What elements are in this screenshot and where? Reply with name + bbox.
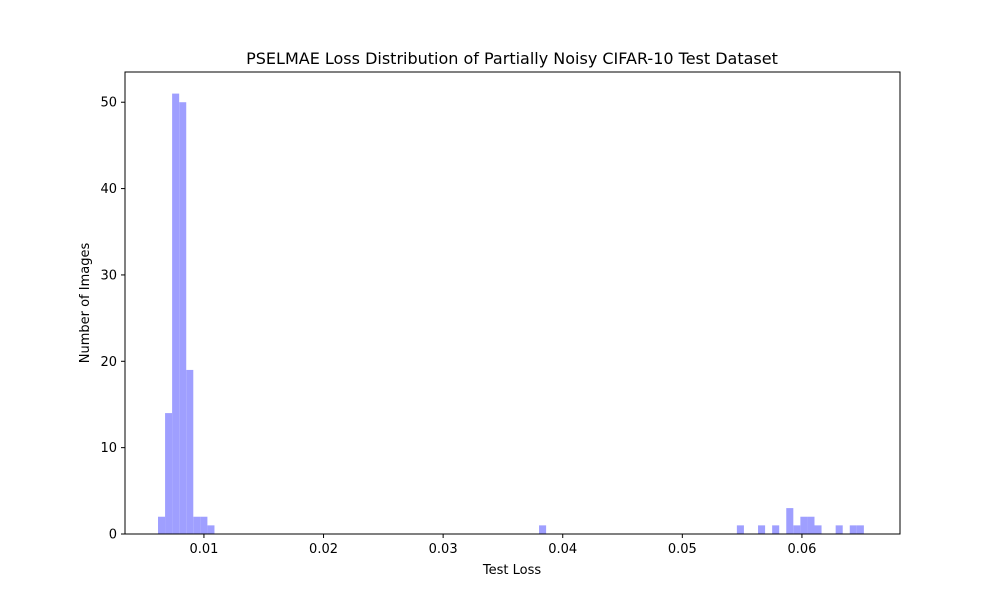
x-tick-label: 0.05 bbox=[668, 542, 697, 557]
x-axis-ticks: 0.01 0.02 0.03 0.04 0.05 0.06 bbox=[189, 534, 816, 557]
histogram-bar-1 bbox=[165, 413, 173, 534]
x-tick-label: 0.02 bbox=[309, 542, 338, 557]
histogram-bar-14 bbox=[800, 516, 808, 534]
histogram-bar-6 bbox=[200, 516, 208, 534]
x-tick-label: 0.04 bbox=[548, 542, 577, 557]
histogram-bar-3 bbox=[179, 102, 187, 534]
histogram-bar-7 bbox=[207, 525, 215, 534]
x-tick-label: 0.03 bbox=[429, 542, 458, 557]
histogram-bar-2 bbox=[172, 93, 180, 534]
x-axis-label: Test Loss bbox=[482, 563, 541, 578]
histogram-bar-19 bbox=[856, 525, 864, 534]
y-axis-ticks: 0 10 20 30 40 50 bbox=[100, 96, 125, 543]
histogram-bar-4 bbox=[186, 369, 194, 534]
histogram-bar-15 bbox=[807, 516, 815, 534]
x-tick-label: 0.01 bbox=[189, 542, 218, 557]
histogram-bar-17 bbox=[835, 525, 843, 534]
histogram-bar-8 bbox=[539, 525, 547, 534]
histogram-bar-10 bbox=[758, 525, 766, 534]
histogram-bar-18 bbox=[849, 525, 857, 534]
histogram-bar-12 bbox=[786, 508, 794, 534]
x-tick-label: 0.06 bbox=[787, 542, 816, 557]
histogram-bar-5 bbox=[193, 516, 201, 534]
y-tick-label: 30 bbox=[100, 268, 117, 283]
plot-frame bbox=[124, 71, 901, 535]
y-tick-label: 40 bbox=[100, 182, 117, 197]
y-tick-label: 10 bbox=[100, 441, 117, 456]
histogram-bars bbox=[158, 93, 864, 534]
y-tick-label: 50 bbox=[100, 96, 117, 111]
y-tick-label: 20 bbox=[100, 355, 117, 370]
chart-title: PSELMAE Loss Distribution of Partially N… bbox=[246, 49, 778, 68]
histogram-bar-11 bbox=[772, 525, 780, 534]
y-axis-label: Number of Images bbox=[78, 243, 93, 364]
histogram-bar-16 bbox=[814, 525, 822, 534]
histogram-bar-9 bbox=[736, 525, 744, 534]
histogram-bar-13 bbox=[793, 525, 801, 534]
y-tick-label: 0 bbox=[109, 528, 117, 543]
histogram-bar-0 bbox=[158, 516, 166, 534]
